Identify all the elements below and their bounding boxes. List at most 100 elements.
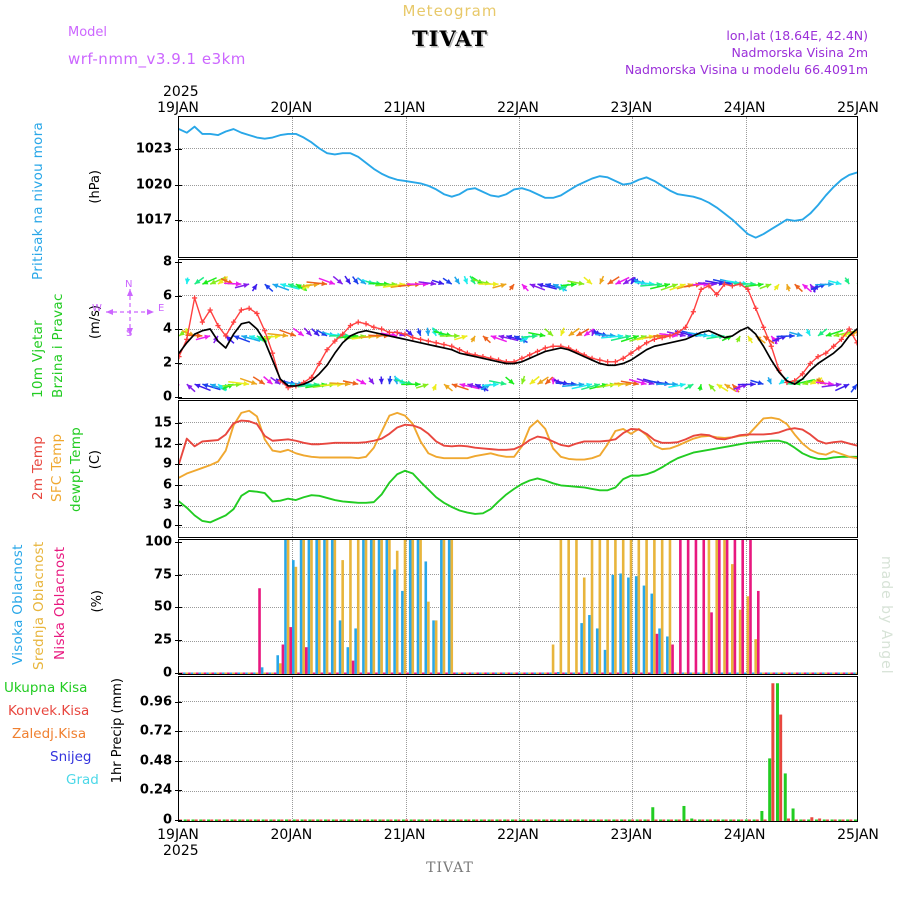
y-tick-mark [175,423,182,425]
gridline-vertical [745,117,747,257]
gridline-vertical [405,677,407,821]
panel-label-cloud-mid: Srednja Oblacnost [31,541,47,670]
compass-cross-icon [106,289,154,335]
axis-date-top-23jan: 23JAN [610,100,653,116]
panel-temperature [178,400,858,538]
y-tick-label: 15 [153,415,172,431]
axis-date-top-24jan: 24JAN [723,100,766,116]
gridline-vertical [632,401,634,537]
wind-gust-markers [179,281,857,391]
y-tick-label: 6 [162,477,172,493]
panel-label-temp-sfc: SFC Temp [49,433,65,502]
gridline-vertical [292,117,294,257]
footer-station-name: TIVAT [426,860,474,876]
panel-label-precip-conv: Konvek.Kisa [8,703,90,719]
y-tick-mark [175,295,182,297]
gridline-horizontal [179,363,857,365]
precip-bar-group-1 [179,683,853,821]
gridline-vertical [519,117,520,257]
y-tick-mark [175,639,182,641]
y-tick-label: 12 [153,436,172,452]
series-layer [179,540,857,674]
axis-date-bottom-25jan: 25JAN [837,827,879,843]
y-tick-mark [175,220,182,222]
model-elevation: Nadmorska Visina u modelu 66.4091m [625,62,868,77]
gridline-horizontal [179,184,857,186]
y-tick-mark [175,329,182,331]
y-tick-mark [175,525,182,527]
y-tick-label: 75 [153,567,172,582]
panel-cloud-cover [178,539,858,675]
gridline-horizontal [179,220,857,222]
gridline-vertical [632,677,634,821]
gridline-vertical [519,401,520,537]
gridline-horizontal [179,700,857,702]
y-tick-label: 2 [162,355,172,371]
y-tick-label: 6 [162,288,172,303]
y-tick-label: 0.72 [139,723,172,739]
y-tick-mark [175,484,182,486]
y-tick-label: 1023 [135,141,172,157]
dewpt-line [179,439,857,524]
cloud-bar-group-0 [182,540,856,674]
gridline-horizontal [179,607,857,608]
page-title: TIVAT [412,26,488,51]
y-tick-mark [175,731,182,733]
gridline-horizontal [179,329,857,330]
y-tick-mark [175,396,182,398]
series-layer [179,409,857,524]
y-tick-mark [175,261,182,263]
y-tick-mark [175,464,182,466]
wind-gust-line [179,283,857,389]
axis-date-bottom-24jan: 24JAN [723,827,766,843]
axis-unit-celsius: (C) [88,450,103,470]
gridline-horizontal [179,790,857,792]
gridline-horizontal [179,421,857,423]
gridline-vertical [405,401,407,537]
gridline-horizontal [179,484,857,486]
y-tick-label: 0 [162,517,172,533]
panel-label-precip-total: Ukupna Kisa [4,680,88,696]
panel-label-cloud-high: Visoka Oblacnost [10,544,26,665]
gridline-horizontal [179,505,857,507]
y-tick-mark [175,607,182,609]
gridline-horizontal [179,148,857,150]
panel-label-cloud-low: Niska Oblacnost [52,546,68,660]
axis-date-bottom-22jan: 22JAN [497,827,539,843]
sfctemp-line [179,409,857,479]
y-tick-label: 0.48 [139,753,172,769]
axis-date-top-21jan: 21JAN [383,100,426,116]
axis-date-bottom-20jan: 20JAN [270,827,313,843]
precip-bar-group-0 [183,683,857,821]
axis-date-bottom-21jan: 21JAN [383,827,426,843]
model-name: wrf-nmm_v3.9.1 e3km [68,50,246,68]
y-tick-label: 0.24 [139,782,172,798]
pressure-line [179,125,857,239]
gridline-horizontal [179,640,857,642]
panel-label-wind-direction: Brzina i Pravac [50,293,66,398]
y-tick-mark [175,504,182,506]
y-tick-label: 100 [144,534,172,550]
axis-date-top-22jan: 22JAN [497,100,539,116]
gridline-horizontal [179,760,857,762]
axis-date-bottom-19jan: 19JAN [157,827,199,843]
station-coordinates: lon,lat (18.64E, 42.4N) [726,28,868,43]
gridline-vertical [292,677,294,821]
y-tick-mark [175,149,182,151]
gridline-vertical [405,117,407,257]
axis-year-bottom: 2025 [163,843,199,859]
y-tick-label: 50 [153,599,172,615]
wind-direction-compass: N S W E [92,279,170,343]
wind-barbs [179,275,857,393]
gridline-horizontal [179,526,857,528]
y-tick-mark [175,443,182,445]
panel-label-precip-hail: Grad [66,772,99,788]
y-tick-mark [175,790,182,792]
series-layer [179,125,857,239]
panel-wind [178,259,858,399]
series-layer [179,275,857,393]
gridline-vertical [632,117,634,257]
y-tick-mark [175,702,182,704]
series-layer [179,683,857,821]
